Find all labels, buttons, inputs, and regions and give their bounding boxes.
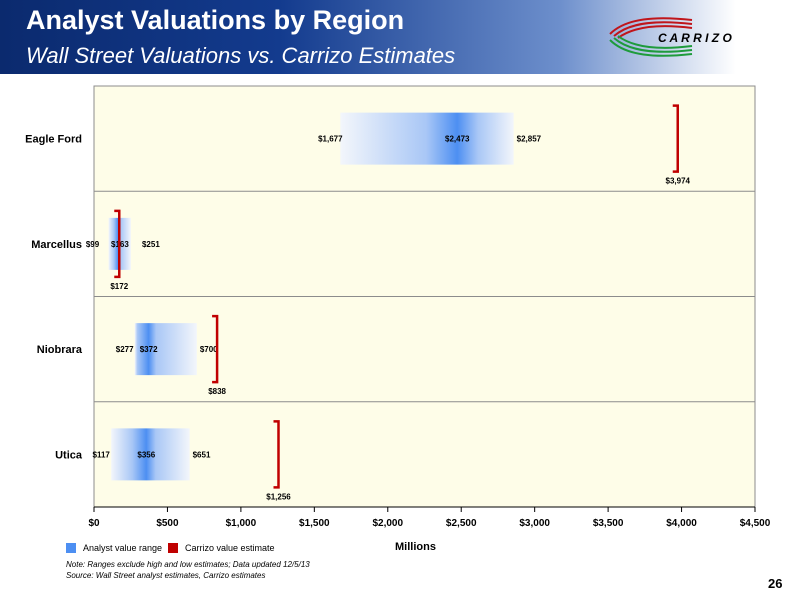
carrizo-estimate-marker xyxy=(273,420,280,489)
range-mid-label: $372 xyxy=(140,345,158,354)
range-high-label: $2,857 xyxy=(517,135,542,144)
range-mid-label: $356 xyxy=(137,450,155,459)
carrizo-estimate-marker xyxy=(672,104,679,173)
range-high-label: $651 xyxy=(193,450,211,459)
range-low-label: $99 xyxy=(86,240,100,249)
category-label: Utica xyxy=(55,449,83,461)
logo-text: C A R R I Z O xyxy=(658,31,732,45)
carrizo-estimate-label: $838 xyxy=(208,387,226,396)
legend-carrizo-swatch xyxy=(168,543,178,553)
carrizo-estimate-label: $3,974 xyxy=(666,177,691,186)
legend-carrizo-label: Carrizo value estimate xyxy=(185,543,275,553)
x-tick-label: $4,500 xyxy=(740,518,771,529)
legend-analyst-label: Analyst value range xyxy=(83,543,163,553)
x-tick-label: $1,000 xyxy=(226,518,257,529)
x-tick-label: $500 xyxy=(156,518,179,529)
x-axis-label: Millions xyxy=(395,541,436,553)
legend-carrizo: Carrizo value estimate xyxy=(168,543,275,553)
x-tick-label: $0 xyxy=(88,518,100,529)
carrizo-estimate-marker xyxy=(212,314,219,384)
footnote-line-1: Note: Ranges exclude high and low estima… xyxy=(66,560,310,569)
logo-red-swoosh xyxy=(609,17,693,39)
footnote: Note: Ranges exclude high and low estima… xyxy=(66,559,310,581)
page-subtitle: Wall Street Valuations vs. Carrizo Estim… xyxy=(26,43,456,68)
category-label: Niobrara xyxy=(37,344,83,356)
carrizo-logo: C A R R I Z O xyxy=(609,17,732,57)
carrizo-estimate-marker xyxy=(114,209,121,279)
x-tick-label: $4,000 xyxy=(666,518,697,529)
x-tick-label: $3,000 xyxy=(519,518,550,529)
range-high-label: $700 xyxy=(200,345,218,354)
category-label: Marcellus xyxy=(31,239,82,251)
analyst-range-bar xyxy=(340,112,514,165)
range-high-label: $251 xyxy=(142,240,160,249)
range-mid-label: $2,473 xyxy=(445,135,470,144)
analyst-range-bar xyxy=(134,323,197,376)
logo-green-swoosh xyxy=(609,35,693,57)
x-tick-label: $2,000 xyxy=(372,518,403,529)
page-title: Analyst Valuations by Region xyxy=(26,5,405,35)
x-tick-label: $2,500 xyxy=(446,518,477,529)
footnote-line-2: Source: Wall Street analyst estimates, C… xyxy=(66,571,266,580)
x-tick-label: $1,500 xyxy=(299,518,330,529)
header-banner: Analyst Valuations by Region Wall Street… xyxy=(0,0,800,74)
x-tick-label: $3,500 xyxy=(593,518,624,529)
analyst-range-bar xyxy=(111,428,190,481)
carrizo-estimate-label: $172 xyxy=(110,282,128,291)
range-low-label: $117 xyxy=(93,450,111,459)
page-number: 26 xyxy=(768,576,783,591)
carrizo-estimate-label: $1,256 xyxy=(266,492,291,501)
legend-analyst: Analyst value range xyxy=(66,543,162,553)
range-low-label: $277 xyxy=(116,345,134,354)
legend-analyst-swatch xyxy=(66,543,76,553)
category-label: Eagle Ford xyxy=(25,134,82,146)
range-low-label: $1,677 xyxy=(318,135,343,144)
